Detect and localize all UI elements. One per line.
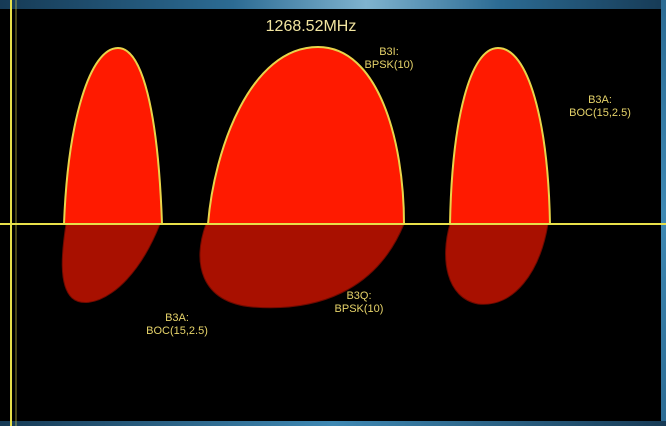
center-frequency-label: 1268.52MHz xyxy=(265,18,357,35)
lower-right-lobe xyxy=(445,223,549,305)
b3q-modulation: BPSK(10) xyxy=(334,303,384,315)
b3a-upper-label: B3A: BOC(15,2.5) xyxy=(562,94,638,120)
b3a-lower-label: B3A: BOC(15,2.5) xyxy=(137,312,217,338)
top-frame-band xyxy=(0,0,666,9)
b3i-name: B3I: xyxy=(379,46,399,58)
b3i-modulation: BPSK(10) xyxy=(364,59,414,71)
lower-left-lobe xyxy=(61,223,161,303)
b3a-lower-name: B3A: xyxy=(165,312,189,324)
upper-right-lobe xyxy=(448,46,552,225)
right-frame-band xyxy=(661,0,666,426)
b3i-label: B3I: BPSK(10) xyxy=(354,46,424,72)
b3q-label: B3Q: BPSK(10) xyxy=(324,290,394,316)
b3a-lower-modulation: BOC(15,2.5) xyxy=(146,325,208,337)
b3q-name: B3Q: xyxy=(346,290,372,302)
b3a-upper-name: B3A: xyxy=(588,94,612,106)
bottom-frame-band xyxy=(0,421,666,426)
lower-center-lobe xyxy=(199,223,405,309)
b3a-upper-modulation: BOC(15,2.5) xyxy=(569,107,631,119)
upper-left-lobe xyxy=(62,46,164,225)
upper-center-lobe xyxy=(206,45,406,225)
